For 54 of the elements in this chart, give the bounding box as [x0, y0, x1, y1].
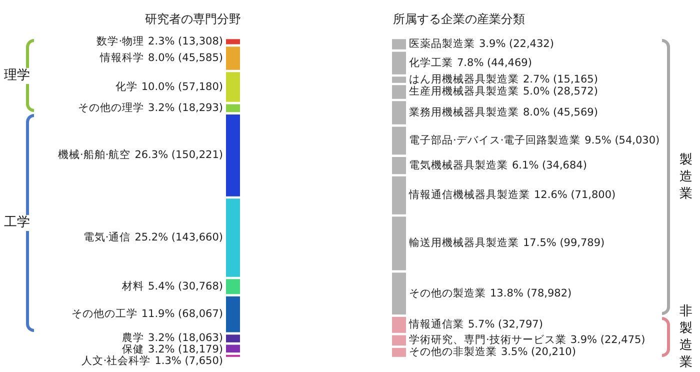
category-label: 数学·物理 — [96, 35, 144, 48]
data-label: 1.3% (7,650) — [154, 355, 223, 368]
data-label: 3.2% (18,179) — [148, 344, 223, 356]
data-label: 25.2% (143,660) — [134, 231, 223, 244]
category-label: 情報科学 — [99, 50, 144, 64]
category-label: 電子部品·デバイス·電子回路製造業 — [409, 133, 581, 146]
data-label: 2.3% (13,308) — [148, 35, 223, 48]
category-label: 情報通信機械器具製造業 — [408, 188, 530, 202]
category-label: 化学工業 — [409, 56, 453, 69]
data-label: 2.7% (15,165) — [523, 73, 598, 86]
data-label: 10.0% (57,180) — [141, 80, 223, 93]
data-label: 3.9% (22,432) — [479, 38, 554, 50]
text: 工学 — [4, 215, 30, 232]
category-label: 輸送用機械器具製造業 — [409, 236, 519, 250]
data-label: 11.9% (68,067) — [141, 308, 223, 320]
data-label: 17.5% (99,789) — [523, 237, 605, 250]
category-label: 学術研究、専門·技術サービス業 — [409, 333, 566, 346]
category-label: その他の製造業 — [409, 286, 486, 300]
category-label: 電気機械器具製造業 — [409, 158, 508, 172]
data-label: 8.0% (45,569) — [523, 106, 598, 119]
data-label: 3.9% (22,475) — [570, 334, 646, 346]
category-label: 保健 — [122, 344, 144, 356]
data-label: 3.2% (18,293) — [148, 102, 223, 114]
data-label: 3.2% (18,063) — [148, 332, 223, 344]
category-label: 生産用機械器具製造業 — [409, 84, 519, 98]
text: 製造業 — [678, 151, 694, 202]
text: 理学 — [4, 68, 30, 84]
category-label: 医薬品製造業 — [409, 37, 475, 50]
data-label: 5.4% (30,768) — [148, 280, 223, 292]
data-label: 5.7% (32,797) — [468, 318, 543, 331]
category-label: 人文·社会科学 — [81, 354, 151, 368]
category-label: 機械·船舶·航空 — [58, 148, 131, 162]
data-label: 5.0% (28,572) — [523, 86, 598, 98]
data-label: 3.5% (20,210) — [501, 346, 576, 358]
data-label: 13.8% (78,982) — [490, 287, 572, 300]
category-label: はん用機械器具製造業 — [409, 72, 519, 86]
category-label: その他の非製造業 — [409, 345, 497, 358]
category-label: 化学 — [115, 80, 138, 93]
text: 非製造業 — [678, 302, 694, 371]
data-label: 7.8% (44,469) — [457, 56, 532, 69]
category-label: その他の理学 — [78, 102, 144, 114]
text: 研究者の専門分野 — [145, 12, 241, 26]
data-label: 9.5% (54,030) — [584, 134, 660, 146]
category-label: 材料 — [121, 279, 144, 292]
category-label: その他の工学 — [71, 308, 138, 320]
category-label: 業務用機械器具製造業 — [409, 106, 519, 119]
category-label: 農学 — [122, 331, 144, 344]
data-label: 26.3% (150,221) — [134, 149, 223, 162]
data-label: 6.1% (34,684) — [512, 159, 587, 172]
category-label: 情報通信業 — [408, 318, 464, 331]
category-label: 電気·通信 — [83, 230, 131, 244]
data-label: 8.0% (45,585) — [148, 52, 223, 64]
data-label: 12.6% (71,800) — [534, 189, 616, 202]
text: 所属する企業の産業分類 — [393, 12, 525, 26]
